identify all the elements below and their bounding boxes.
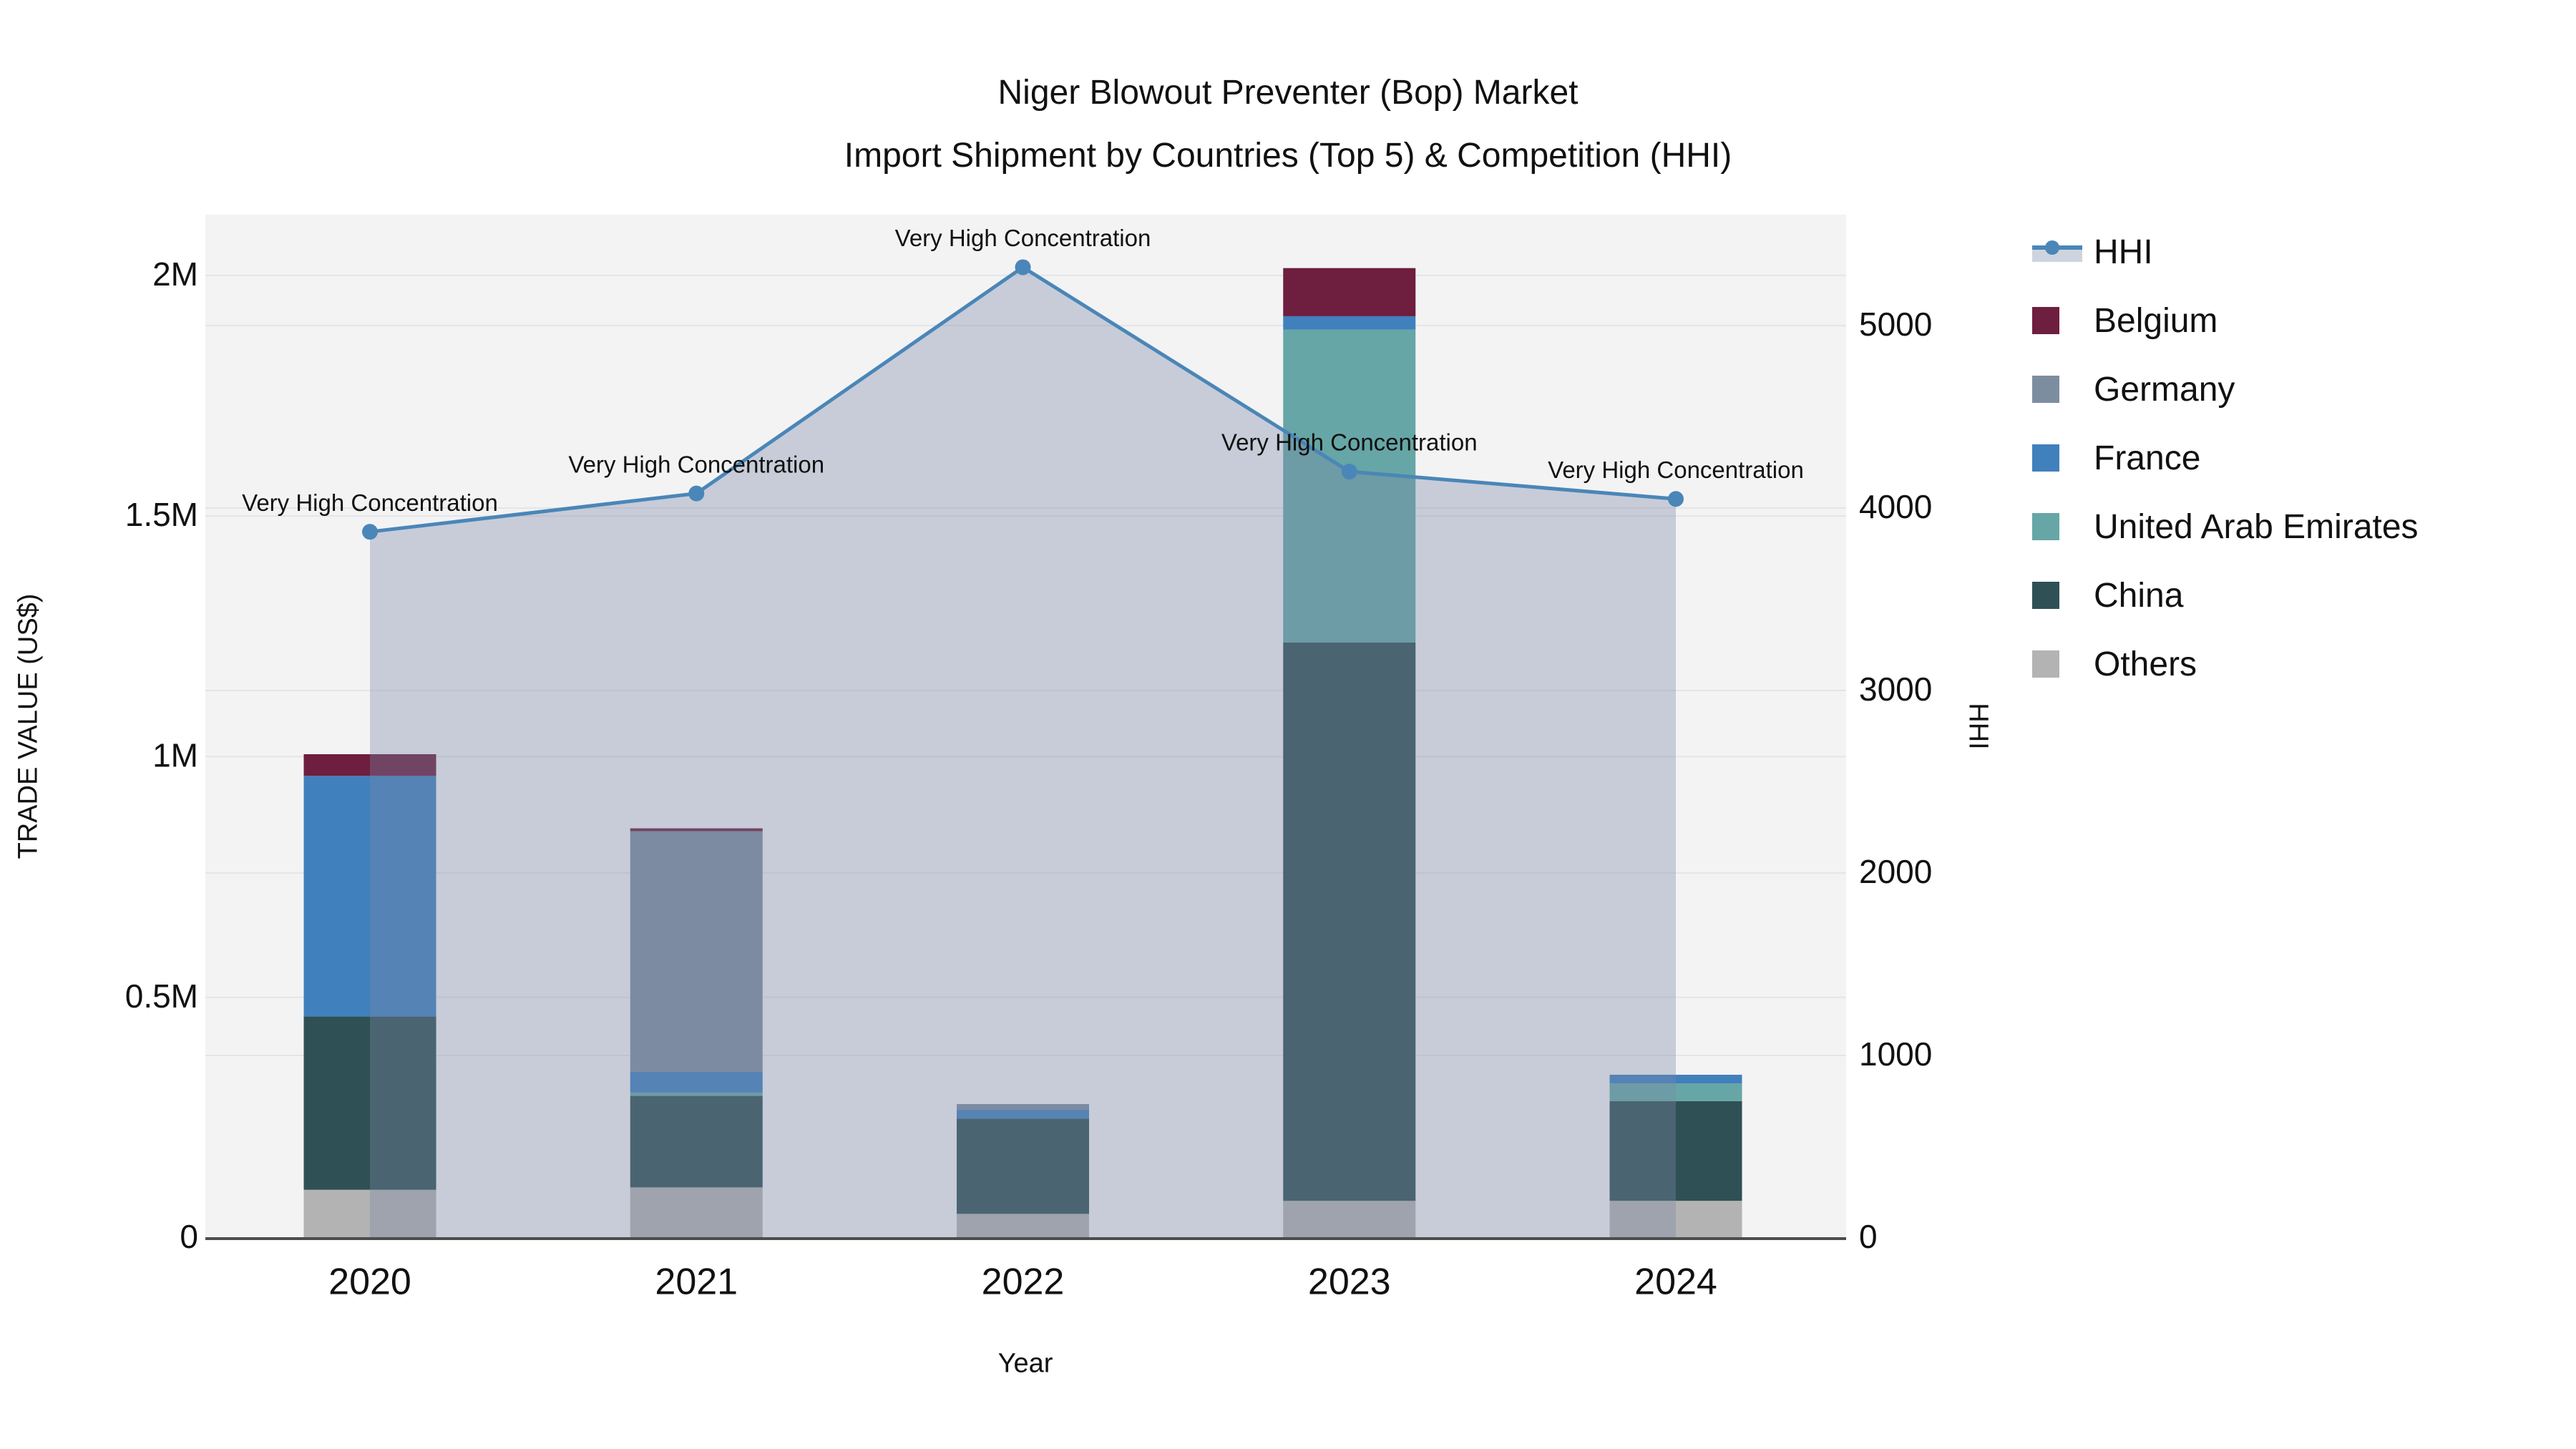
bar-segment-china-2021 [630,1096,763,1188]
legend-label: United Arab Emirates [2094,507,2419,546]
bar-segment-belgium-2020 [303,754,436,776]
x-tick-label-2024: 2024 [1634,1262,1717,1303]
legend-label: Others [2094,645,2197,683]
left-tick-label-1.5M: 1.5M [125,496,198,533]
x-tick-label-2023: 2023 [1308,1262,1391,1303]
left-tick-label-0: 0 [180,1218,198,1255]
right-tick-label-2000: 2000 [1859,853,1932,890]
bar-segment-germany-2022 [957,1104,1089,1111]
hhi-annotation-2022: Very High Concentration [895,225,1151,251]
legend-label: HHI [2094,233,2153,271]
left-axis-title: TRADE VALUE (US$) [13,593,44,859]
bar-segment-china-2020 [303,1016,436,1190]
bar-segment-united-arab-emirates-2021 [630,1092,763,1096]
hhi-marker-2024 [1668,491,1684,507]
chart-title-line1: Niger Blowout Preventer (Bop) Market [997,74,1579,112]
left-tick-label-0.5M: 0.5M [125,977,198,1015]
legend-swatch-icon [2032,582,2082,609]
legend-item-others: Others [2032,645,2419,683]
legend-label: Belgium [2094,301,2218,340]
bar-segment-others-2021 [630,1187,763,1238]
hhi-annotation-2020: Very High Concentration [242,489,498,516]
legend-label: Germany [2094,370,2235,409]
chart-title-line2: Import Shipment by Countries (Top 5) & C… [844,137,1732,175]
hhi-marker-2023 [1341,464,1357,480]
bar-segment-united-arab-emirates-2024 [1609,1083,1742,1101]
right-tick-label-0: 0 [1859,1218,1878,1255]
left-tick-label-2M: 2M [152,255,198,293]
x-tick-label-2021: 2021 [655,1262,738,1303]
right-axis-title: HHI [1963,703,1994,750]
legend-swatch-icon [2032,650,2082,678]
hhi-annotation-2024: Very High Concentration [1548,457,1804,483]
bar-segment-china-2024 [1609,1101,1742,1201]
legend-item-china: China [2032,577,2419,615]
hhi-annotation-2023: Very High Concentration [1221,429,1478,456]
hhi-area [370,267,1676,1238]
hhi-marker-2020 [362,524,378,540]
bar-segment-france-2022 [957,1110,1089,1119]
bar-segment-others-2024 [1609,1201,1742,1238]
bar-segment-united-arab-emirates-2023 [1283,329,1416,643]
legend-swatch-icon [2032,444,2082,472]
legend-swatch-icon [2032,307,2082,334]
bar-segment-france-2021 [630,1071,763,1093]
hhi-marker-2021 [688,485,705,502]
bar-segment-china-2022 [957,1118,1089,1214]
legend-swatch-icon [2032,376,2082,403]
right-tick-label-4000: 4000 [1859,488,1932,525]
legend-item-belgium: Belgium [2032,302,2419,340]
bar-segment-others-2022 [957,1214,1089,1238]
bar-segment-china-2023 [1283,642,1416,1201]
plot-background [205,215,1846,1238]
right-tick-label-1000: 1000 [1859,1035,1932,1073]
legend: HHI Belgium Germany France United Arab Emira… [2032,233,2419,683]
bar-segment-france-2023 [1283,316,1416,330]
legend-item-france: France [2032,439,2419,477]
hhi-annotation-2021: Very High Concentration [568,451,824,477]
right-tick-label-3000: 3000 [1859,670,1932,708]
bar-segment-germany-2021 [630,831,763,1072]
hhi-marker-2022 [1015,259,1031,275]
chart-title: Niger Blowout Preventer (Bop) Market Imp… [0,62,2576,187]
legend-label: China [2094,576,2184,615]
x-axis-title: Year [997,1348,1053,1379]
right-tick-label-5000: 5000 [1859,306,1932,343]
left-tick-label-1M: 1M [152,737,198,774]
bar-segment-france-2020 [303,776,436,1017]
legend-swatch-icon [2032,513,2082,540]
x-tick-label-2022: 2022 [982,1262,1065,1303]
bar-segment-belgium-2021 [630,828,763,831]
legend-item-germany: Germany [2032,371,2419,409]
bar-segment-belgium-2023 [1283,268,1416,316]
bar-segment-others-2020 [303,1189,436,1238]
legend-line-icon [2032,239,2082,265]
legend-item-hhi: HHI [2032,233,2419,271]
legend-label: France [2094,439,2201,477]
bar-segment-others-2023 [1283,1201,1416,1238]
bar-segment-france-2024 [1609,1074,1742,1084]
legend-item-united-arab-emirates: United Arab Emirates [2032,508,2419,546]
x-tick-label-2020: 2020 [328,1262,411,1303]
